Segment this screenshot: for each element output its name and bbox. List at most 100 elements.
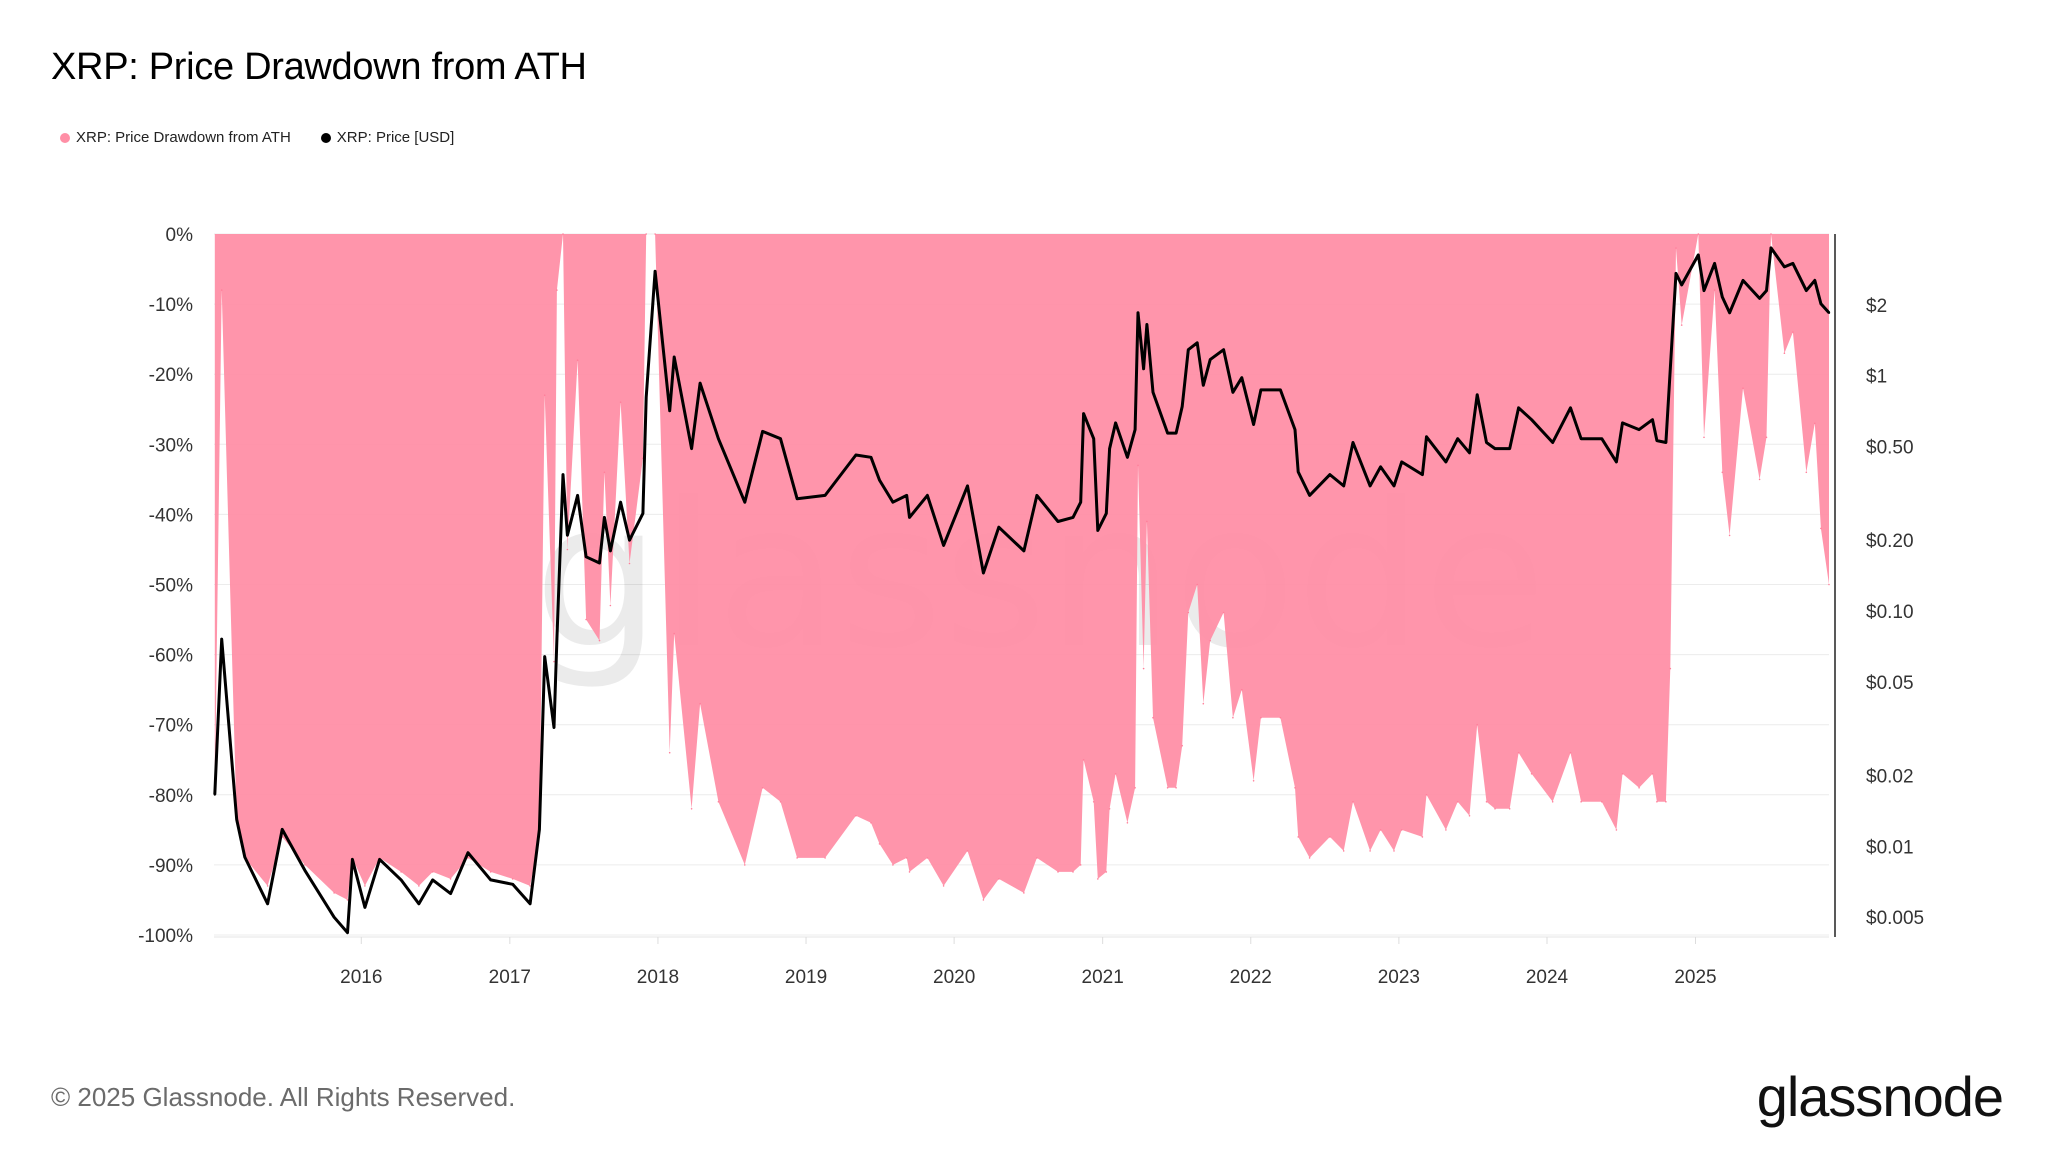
price-point — [538, 828, 541, 831]
left-axis: 0% -10% -20% -30% -40% -50% -60% -70% -80% -90% -1… — [138, 225, 193, 947]
y-left-tick-label: -100% — [138, 926, 193, 947]
price-point — [1769, 246, 1773, 250]
price-point — [1805, 289, 1808, 292]
price-point — [1342, 484, 1345, 488]
price-point — [332, 916, 336, 919]
drawdown-point — [1097, 878, 1099, 880]
price-point — [926, 494, 929, 497]
drawdown-point — [1665, 801, 1667, 803]
price-point — [878, 478, 881, 482]
price-point — [235, 818, 238, 821]
drawdown-point — [926, 857, 929, 859]
drawdown-point — [1551, 801, 1554, 803]
price-point — [603, 516, 606, 519]
drawdown-point — [333, 892, 335, 894]
y-right-tick-label: $2 — [1866, 296, 1887, 317]
drawdown-point — [796, 857, 798, 859]
price-point — [1222, 348, 1225, 351]
drawdown-point — [1728, 534, 1731, 537]
price-point — [1035, 494, 1039, 497]
price-point — [584, 555, 588, 558]
price-point — [761, 430, 764, 433]
price-point — [668, 409, 671, 412]
y-right-tick-label: $0.05 — [1866, 673, 1914, 694]
chart-title: XRP: Price Drawdown from ATH — [51, 46, 587, 88]
drawdown-point — [1082, 759, 1085, 761]
drawdown-point — [878, 843, 881, 845]
drawdown-point — [1057, 871, 1059, 873]
price-point — [673, 355, 676, 359]
price-point — [1108, 447, 1111, 450]
x-tick-label: 2021 — [1082, 967, 1124, 988]
drawdown-point — [1294, 787, 1296, 789]
x-tick-label: 2017 — [489, 967, 531, 988]
drawdown-point — [1485, 801, 1488, 803]
drawdown-point — [1252, 780, 1255, 782]
price-point — [1621, 421, 1624, 425]
price-point — [555, 637, 559, 641]
drawdown-point — [364, 885, 366, 887]
price-point — [1056, 520, 1060, 523]
drawdown-point — [628, 562, 631, 565]
price-point — [417, 902, 421, 905]
drawdown-point — [1146, 520, 1148, 523]
legend-item-drawdown[interactable]: XRP: Price Drawdown from ATH — [60, 129, 291, 146]
price-point — [1421, 473, 1424, 476]
drawdown-point — [1680, 324, 1683, 326]
price-point — [1142, 367, 1145, 370]
drawdown-point — [619, 401, 622, 404]
x-tick-label: 2019 — [785, 967, 827, 988]
price-point — [1551, 441, 1554, 444]
price-point — [566, 534, 569, 537]
drawdown-point — [982, 899, 985, 901]
drawdown-point — [1445, 829, 1447, 831]
y-right-tick-label: $0.01 — [1866, 837, 1914, 858]
drawdown-point — [266, 885, 269, 887]
price-point — [1674, 272, 1678, 275]
price-point — [905, 494, 908, 497]
y-right-tick-label: $1 — [1866, 367, 1887, 388]
drawdown-point — [1400, 829, 1403, 831]
price-point — [561, 473, 565, 476]
x-tick-label: 2016 — [340, 967, 382, 988]
price-point — [1728, 311, 1731, 314]
price-line — [213, 246, 1831, 935]
x-tick-label: 2022 — [1230, 967, 1272, 988]
drawdown-point — [1393, 850, 1395, 852]
drawdown-point — [1456, 801, 1459, 803]
price-point — [1392, 484, 1396, 488]
price-point — [1114, 421, 1117, 425]
price-point — [1680, 283, 1683, 287]
price-point — [1456, 437, 1459, 440]
price-point — [1231, 391, 1235, 394]
price-point — [576, 494, 579, 497]
legend-item-price[interactable]: XRP: Price [USD] — [320, 129, 454, 146]
y-left-tick-label: -40% — [149, 505, 193, 526]
drawdown-point — [1297, 836, 1299, 838]
price-point — [1508, 447, 1511, 450]
drawdown-point — [529, 885, 531, 887]
drawdown-point — [1675, 247, 1677, 249]
price-point — [628, 539, 631, 542]
price-point — [1444, 460, 1448, 464]
drawdown-point — [744, 864, 746, 866]
price-point — [1600, 437, 1604, 440]
price-point — [1664, 441, 1668, 444]
drawdown-point — [220, 289, 223, 291]
y-left-tick-label: -30% — [149, 435, 193, 456]
price-point — [1579, 437, 1583, 440]
price-point — [1181, 405, 1184, 408]
drawdown-point — [668, 751, 671, 754]
drawdown-point — [1108, 808, 1111, 810]
price-point — [1133, 428, 1137, 431]
price-point — [1400, 460, 1403, 464]
price-point — [363, 906, 367, 909]
drawdown-point — [1517, 751, 1520, 754]
drawdown-point — [346, 899, 349, 901]
price-point — [1252, 423, 1255, 426]
drawdown-point — [1232, 716, 1234, 719]
drawdown-point — [1468, 815, 1471, 817]
price-point — [619, 501, 622, 504]
drawdown-point — [1770, 233, 1772, 235]
price-point — [1351, 441, 1355, 444]
